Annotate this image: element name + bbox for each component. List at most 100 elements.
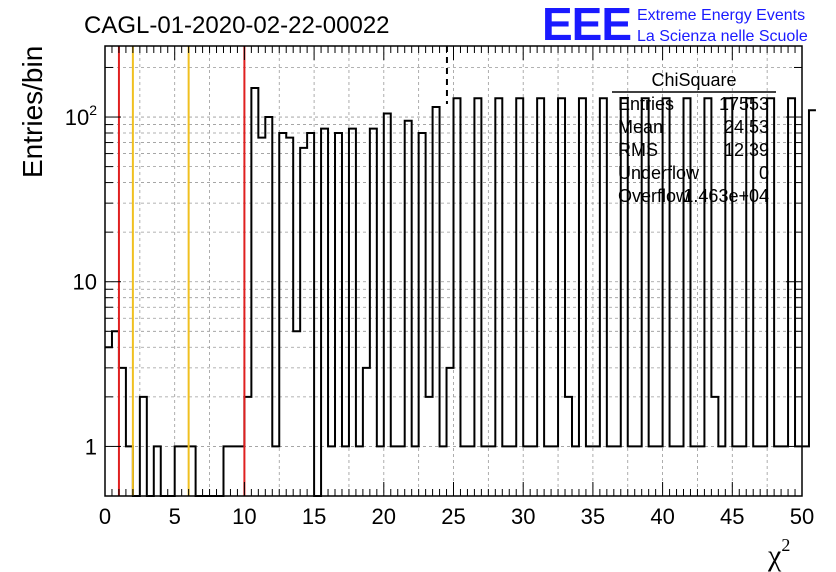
y-tick-label-base: 10: [73, 270, 97, 295]
histogram-bin: [739, 446, 746, 496]
histogram-bin: [440, 446, 447, 496]
stats-title: ChiSquare: [651, 70, 736, 90]
x-tick-label: 30: [511, 504, 535, 529]
histogram-bin: [565, 397, 572, 496]
y-tick-label: 10: [73, 270, 97, 295]
histogram-bin: [572, 446, 579, 496]
histogram-bin: [265, 117, 272, 496]
logo-line2: La Scienza nelle Scuole: [637, 28, 808, 45]
histogram-bin: [551, 446, 558, 496]
histogram-bin: [523, 446, 530, 496]
histogram-bin: [544, 446, 551, 496]
x-tick-label: 40: [650, 504, 674, 529]
histogram-bin: [377, 446, 384, 496]
x-tick-label: 15: [302, 504, 326, 529]
ticks: [104, 46, 803, 496]
histogram-bin: [112, 331, 119, 496]
histogram-bin: [649, 446, 656, 496]
histogram-bin: [704, 98, 711, 496]
histogram-bin: [349, 129, 356, 496]
histogram-bin: [223, 446, 230, 496]
histogram-bin: [579, 98, 586, 496]
histogram-bin: [300, 148, 307, 496]
histogram-bin: [760, 446, 767, 496]
histogram-bin: [516, 98, 523, 496]
eee-logo: EEE Extreme Energy Events La Scienza nel…: [542, 0, 808, 50]
reference-lines: [117, 46, 448, 496]
stats-row-label: Mean: [618, 117, 663, 137]
histogram-bin: [537, 98, 544, 496]
stats-row-value: 12.39: [724, 140, 769, 160]
histogram-bin: [509, 446, 516, 496]
histogram-bin: [182, 446, 189, 496]
histogram-bin: [474, 98, 481, 496]
histogram-bin: [670, 446, 677, 496]
histogram-bin: [272, 446, 279, 496]
x-axis-label: χ2: [767, 535, 790, 572]
x-axis-label-base: χ: [767, 539, 782, 572]
histogram-bin: [732, 446, 739, 496]
histogram-bin: [189, 446, 196, 496]
histogram-bin: [126, 446, 133, 496]
histogram-bin: [447, 368, 454, 496]
histogram-bin: [753, 446, 760, 496]
histogram-bin: [391, 446, 398, 496]
histogram-bin: [697, 446, 704, 496]
x-tick-label: 0: [99, 504, 111, 529]
histogram-bin: [488, 446, 495, 496]
stats-row-value: 0: [759, 163, 769, 183]
chart-title: CAGL-01-2020-02-22-00022: [84, 12, 390, 39]
histogram-bin: [600, 98, 607, 496]
histogram-bin: [586, 446, 593, 496]
histogram-bin: [335, 133, 342, 496]
histogram-bin: [105, 347, 112, 496]
histogram-bin: [279, 133, 286, 496]
stats-rows: Entries 17553 Mean 24.53 RMS 12.39 Underflow 0 O…: [618, 94, 769, 206]
stats-row-label: Overflow: [618, 186, 690, 206]
histogram-bin: [426, 397, 433, 496]
x-tick-label: 50: [790, 504, 814, 529]
histogram-bin: [656, 446, 663, 496]
histogram-bin: [384, 114, 391, 496]
x-tick-label: 45: [720, 504, 744, 529]
logo-mark: EEE: [542, 0, 631, 50]
histogram-bin: [809, 110, 816, 496]
stats-row-value: 1.463e+04: [683, 186, 769, 206]
histogram-bin: [356, 446, 363, 496]
histogram-bin: [530, 446, 537, 496]
histogram-bin: [230, 446, 237, 496]
histogram-outline: [105, 87, 816, 497]
histogram-bin: [119, 368, 126, 496]
histogram-bin: [781, 446, 788, 496]
x-tick-label: 5: [169, 504, 181, 529]
stats-box: ChiSquare Entries 17553 Mean 24.53 RMS 12.39 U…: [612, 70, 776, 206]
histogram-bin: [788, 98, 795, 496]
histogram-bin: [175, 446, 182, 496]
logo-line1: Extreme Energy Events: [637, 7, 805, 24]
histogram-bin: [718, 446, 725, 496]
histogram-bin: [663, 98, 670, 496]
y-axis-label: Entries/bin: [17, 46, 48, 178]
y-tick-label-exponent: 2: [89, 102, 97, 118]
histogram-bin: [370, 129, 377, 496]
histogram-bin: [558, 98, 565, 496]
histogram-bin: [684, 98, 691, 496]
histogram-bin: [405, 121, 412, 496]
histogram-bin: [460, 446, 467, 496]
histogram-bin: [286, 138, 293, 496]
histogram-bin: [307, 133, 314, 496]
x-axis-label-superscript: 2: [781, 535, 790, 555]
histogram-bin: [398, 446, 405, 496]
histogram-bin: [412, 446, 419, 496]
histogram-bin: [237, 446, 244, 496]
histogram-bin: [251, 88, 258, 496]
histogram-bin: [690, 446, 697, 496]
stats-row-value: 17553: [719, 94, 769, 114]
histogram-bin: [593, 446, 600, 496]
y-tick-label: 102: [65, 102, 97, 130]
x-tick-label: 25: [441, 504, 465, 529]
histogram-bin: [293, 331, 300, 496]
histogram-bin: [454, 98, 461, 496]
